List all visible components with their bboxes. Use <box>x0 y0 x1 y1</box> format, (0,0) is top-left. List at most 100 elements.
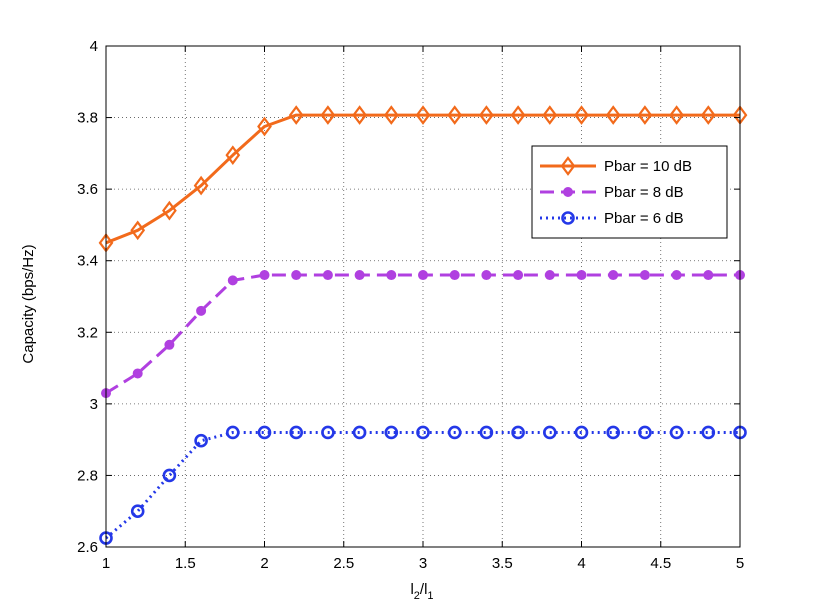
legend-label: Pbar = 10 dB <box>604 158 692 175</box>
x-tick-label: 4.5 <box>650 555 671 572</box>
data-point <box>416 425 430 440</box>
data-point <box>510 105 526 125</box>
data-point <box>701 425 716 440</box>
data-point <box>384 425 399 440</box>
data-point <box>257 425 272 440</box>
data-point <box>130 220 146 241</box>
data-point <box>257 116 272 137</box>
y-axis-title: Capacity (bps/Hz) <box>20 244 37 363</box>
y-tick-label: 3.8 <box>77 110 98 127</box>
series-line <box>105 113 740 245</box>
legend-entry: Pbar = 8 dB <box>540 184 684 201</box>
plot-background <box>106 46 740 547</box>
data-point <box>638 425 652 440</box>
data-point <box>637 105 653 125</box>
data-point <box>606 425 621 440</box>
data-point <box>574 105 589 125</box>
x-tick-label: 1.5 <box>175 555 196 572</box>
x-tick-label: 2.5 <box>333 555 354 572</box>
data-point <box>574 425 589 440</box>
data-point <box>132 368 143 379</box>
x-axis-title-separator: /l <box>420 581 428 598</box>
x-axis-title-sub-1: 1 <box>427 590 433 602</box>
series-layer <box>98 105 748 545</box>
data-point <box>194 433 208 448</box>
data-point <box>352 105 367 125</box>
data-point <box>605 105 621 125</box>
x-axis-title: l2/l1 <box>410 581 433 602</box>
data-point <box>669 105 684 125</box>
data-point <box>162 200 177 221</box>
series-1 <box>98 105 748 253</box>
data-point <box>288 105 304 125</box>
data-point <box>352 425 367 440</box>
legend-label: Pbar = 8 dB <box>604 184 684 201</box>
x-tick-label: 1 <box>102 555 110 572</box>
data-point <box>479 425 494 440</box>
y-tick-label: 3.2 <box>77 324 98 341</box>
data-point <box>481 270 492 281</box>
data-point <box>321 425 335 440</box>
data-point <box>418 270 428 281</box>
data-point <box>576 270 587 281</box>
x-tick-label: 5 <box>736 555 744 572</box>
data-point <box>479 105 494 125</box>
data-point <box>164 339 175 350</box>
data-point <box>225 145 241 165</box>
plot-area <box>106 46 740 547</box>
data-point <box>415 105 431 125</box>
data-point <box>542 425 557 440</box>
y-tick-label: 3.6 <box>77 181 98 198</box>
data-point <box>227 275 238 286</box>
legend-marker <box>563 187 573 197</box>
data-point <box>383 105 399 125</box>
x-tick-label: 4 <box>577 555 585 572</box>
data-point <box>513 270 524 281</box>
ticks: 1 1.5 2 2.5 3 3.5 4 4.5 5 2.6 2.8 3 3.2 3.4 3.6 3.8 4 <box>77 38 744 572</box>
y-tick-label: 4 <box>90 38 98 55</box>
data-point <box>320 105 336 125</box>
y-tick-label: 2.8 <box>77 467 98 484</box>
data-point <box>700 105 716 125</box>
data-point <box>162 468 177 483</box>
data-point <box>542 105 558 125</box>
x-tick-label: 3.5 <box>492 555 513 572</box>
data-point <box>511 425 525 440</box>
data-point <box>669 425 684 440</box>
data-point <box>447 425 462 440</box>
legend-entry: Pbar = 6 dB <box>540 210 684 227</box>
legend-marker <box>561 211 575 225</box>
data-point <box>196 305 207 316</box>
data-point <box>289 425 304 440</box>
data-point <box>671 270 682 281</box>
data-point <box>447 105 463 125</box>
y-tick-label: 2.6 <box>77 539 98 556</box>
x-axis-title-main: l <box>410 581 413 598</box>
x-axis-title-sub-2: 2 <box>414 590 420 602</box>
series-line <box>105 430 740 540</box>
data-point <box>226 425 240 440</box>
data-point <box>354 270 365 281</box>
data-point <box>193 175 209 196</box>
data-point <box>291 270 302 281</box>
legend-label: Pbar = 6 dB <box>604 210 684 227</box>
series-2 <box>101 270 745 399</box>
data-point <box>544 270 555 281</box>
data-point <box>639 270 650 281</box>
data-point <box>703 270 714 281</box>
data-point <box>449 270 460 281</box>
data-point <box>386 270 397 281</box>
x-tick-label: 2 <box>260 555 268 572</box>
data-point <box>322 270 333 281</box>
data-point <box>608 270 619 281</box>
data-point <box>130 504 145 519</box>
data-point <box>259 270 270 281</box>
legend: Pbar = 10 dB Pbar = 8 dB Pbar = 6 dB <box>531 145 728 239</box>
x-tick-label: 3 <box>419 555 427 572</box>
y-tick-label: 3 <box>90 396 98 413</box>
y-tick-label: 3.4 <box>77 253 98 270</box>
legend-marker <box>560 156 576 176</box>
legend-entry: Pbar = 10 dB <box>540 156 692 176</box>
series-3 <box>99 425 747 545</box>
